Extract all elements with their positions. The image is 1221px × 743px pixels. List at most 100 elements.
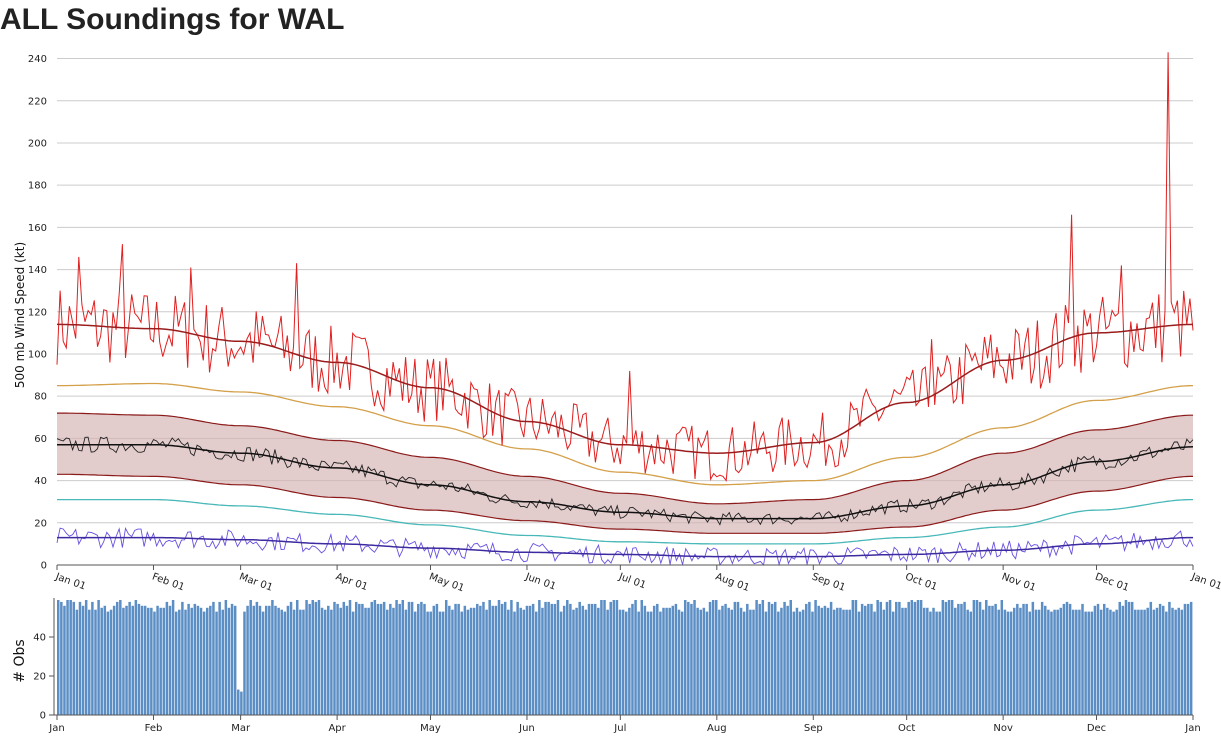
obs-bar	[286, 605, 290, 715]
obs-bar	[1137, 609, 1140, 715]
obs-bar	[1165, 611, 1168, 715]
lower-x-tick-label: May	[420, 723, 441, 734]
obs-bar	[870, 603, 873, 715]
obs-bar	[910, 600, 914, 715]
y-axis-title-upper: 500 mb Wind Speed (kt)	[13, 242, 27, 388]
obs-bar	[97, 600, 100, 715]
obs-bar	[1062, 603, 1066, 715]
obs-bar	[342, 601, 346, 715]
obs-bar	[230, 603, 234, 715]
obs-bar	[376, 603, 380, 715]
obs-bar	[625, 611, 628, 715]
obs-bar	[215, 611, 218, 715]
obs-bar	[227, 607, 231, 716]
obs-bar	[472, 607, 476, 716]
obs-bar	[66, 600, 69, 715]
obs-bar	[693, 600, 696, 715]
lower-x-tick-label: Feb	[145, 723, 163, 734]
obs-bar	[454, 603, 457, 715]
obs-bar	[935, 611, 938, 715]
obs-bar	[1016, 603, 1019, 715]
obs-bar	[932, 607, 935, 716]
obs-bar	[643, 605, 647, 715]
obs-bar	[808, 601, 811, 715]
obs-bar	[879, 601, 883, 715]
obs-bar	[199, 607, 203, 716]
obs-bar	[1183, 603, 1187, 715]
obs-bar	[392, 607, 395, 716]
y-tick-label: 160	[28, 223, 47, 234]
obs-bar	[150, 607, 153, 716]
y-tick-label: 40	[34, 476, 47, 487]
obs-bar	[354, 601, 358, 715]
obs-bar	[479, 605, 482, 715]
obs-bar	[1053, 609, 1056, 715]
lower-x-tick-label: Jul	[613, 723, 626, 734]
obs-bar	[957, 603, 960, 715]
lower-x-tick-label: Jan	[48, 723, 64, 734]
obs-bar	[724, 603, 727, 715]
obs-bar	[742, 611, 746, 715]
obs-bar	[711, 600, 715, 715]
obs-bar	[662, 607, 665, 716]
obs-bar	[969, 611, 973, 715]
obs-bar	[674, 603, 678, 715]
obs-bar	[1012, 607, 1016, 716]
min-smooth-line	[57, 536, 1193, 558]
obs-bar	[162, 607, 166, 716]
obs-bar	[1130, 601, 1134, 715]
obs-bar	[426, 611, 429, 715]
obs-bar	[634, 600, 637, 715]
obs-bar	[240, 691, 243, 715]
obs-bar	[764, 611, 768, 715]
obs-bar	[562, 605, 566, 715]
obs-bar	[389, 603, 392, 715]
obs-bar	[168, 605, 172, 715]
obs-bar	[401, 600, 405, 715]
obs-bar	[795, 607, 799, 716]
obs-bar	[621, 609, 625, 715]
lower-x-tick-label: Sep	[804, 723, 823, 734]
obs-bar	[553, 603, 557, 715]
obs-bar	[966, 609, 969, 715]
obs-bar	[1121, 605, 1125, 715]
obs-bar	[224, 600, 228, 715]
obs-bar	[131, 605, 134, 715]
obs-bar	[143, 605, 147, 715]
y-axis-title-lower: # Obs	[12, 639, 28, 682]
obs-bar	[1124, 600, 1128, 715]
x-tick-label: May 01	[427, 571, 465, 594]
obs-bar	[597, 607, 600, 716]
obs-bar	[1006, 611, 1010, 715]
obs-bar	[972, 600, 976, 715]
obs-bar	[851, 600, 855, 715]
obs-bar	[575, 607, 578, 716]
obs-bar	[1093, 605, 1097, 715]
std-band	[57, 413, 1193, 534]
obs-bar	[528, 605, 532, 715]
obs-bar	[463, 605, 467, 715]
obs-bar	[184, 609, 187, 715]
obs-bar	[907, 601, 910, 715]
obs-bar	[156, 605, 159, 715]
obs-bar	[550, 603, 554, 715]
obs-bar	[1056, 609, 1059, 715]
obs-bar	[1112, 611, 1115, 715]
obs-bar	[761, 600, 765, 715]
obs-bar	[485, 609, 488, 715]
y-tick-label: 20	[34, 518, 47, 529]
obs-bar	[295, 600, 299, 715]
obs-bar	[202, 611, 206, 715]
obs-bar	[178, 609, 181, 715]
obs-bar	[1127, 601, 1131, 715]
obs-bar	[1047, 609, 1050, 715]
obs-bar	[941, 600, 945, 715]
obs-bar	[171, 600, 175, 715]
obs-bar	[885, 601, 889, 715]
obs-bar	[736, 601, 740, 715]
obs-bar	[988, 605, 991, 715]
obs-bar	[84, 600, 88, 715]
obs-bar	[566, 600, 569, 715]
obs-bar	[1025, 603, 1028, 715]
